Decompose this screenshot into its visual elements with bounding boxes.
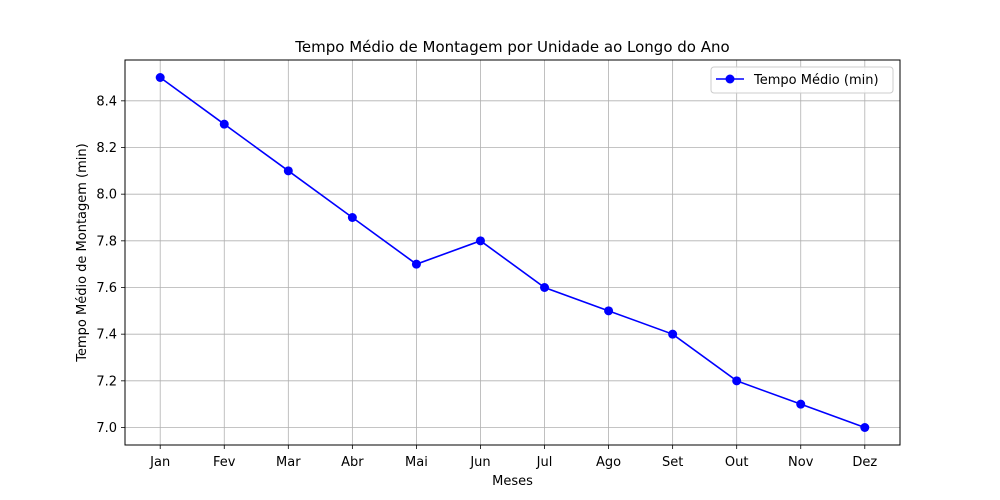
- data-point: [475, 236, 485, 246]
- y-tick-label: 8.4: [96, 94, 117, 109]
- x-tick-label: Jul: [536, 455, 553, 470]
- x-tick-label: Nov: [788, 455, 814, 470]
- x-axis-ticks: Jan Fev Mar Abr Mai Jun Jul Ago Set Out Nov Dez: [149, 445, 877, 470]
- data-series: [155, 73, 870, 432]
- x-tick-label: Set: [662, 455, 683, 470]
- legend-box: [710, 66, 894, 94]
- data-point: [155, 73, 165, 82]
- x-axis-label: Meses: [492, 474, 533, 489]
- y-tick-label: 7.2: [96, 374, 117, 389]
- x-tick-label: Dez: [852, 455, 877, 470]
- data-point: [283, 166, 293, 176]
- x-tick-label: Mar: [276, 455, 301, 470]
- legend-label: Tempo Médio (min): [753, 73, 879, 88]
- y-tick-label: 7.0: [96, 421, 117, 436]
- y-tick-label: 7.4: [96, 328, 117, 343]
- series-line: [159, 76, 866, 429]
- x-tick-label: Abr: [341, 455, 364, 470]
- data-point: [411, 259, 421, 269]
- plot-area-frame: [124, 59, 901, 446]
- data-point: [540, 283, 550, 292]
- x-tick-label: Mai: [405, 455, 428, 470]
- data-point: [604, 306, 614, 316]
- x-tick-label: Fev: [213, 455, 236, 470]
- data-point: [732, 376, 742, 386]
- data-point: [860, 423, 870, 432]
- y-axis-label: Tempo Médio de Montagem (min): [75, 143, 90, 362]
- data-point: [796, 399, 806, 409]
- legend: Tempo Médio (min): [710, 66, 894, 94]
- data-point: [668, 329, 678, 339]
- data-point: [347, 213, 357, 222]
- y-tick-label: 7.8: [96, 234, 117, 249]
- x-tick-label: Jun: [469, 455, 490, 470]
- y-tick-label: 8.2: [96, 141, 117, 156]
- x-tick-label: Ago: [596, 455, 621, 470]
- data-point: [219, 119, 229, 129]
- x-tick-label: Jan: [149, 455, 170, 470]
- chart-title: Tempo Médio de Montagem por Unidade ao L…: [294, 38, 729, 56]
- y-tick-label: 8.0: [96, 188, 117, 203]
- grid-lines: [125, 60, 900, 445]
- x-tick-label: Out: [725, 455, 749, 470]
- y-tick-label: 7.6: [96, 281, 117, 296]
- y-axis-ticks: 7.0 7.2 7.4 7.6 7.8 8.0 8.2 8.4: [96, 94, 125, 436]
- legend-marker: [725, 74, 735, 84]
